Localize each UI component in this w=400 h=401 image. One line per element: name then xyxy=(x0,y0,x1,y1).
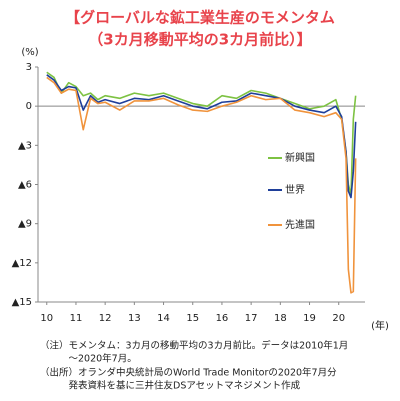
y-tick-label: 3 xyxy=(26,62,32,73)
y-tick-label: ▲15 xyxy=(12,297,32,308)
x-tick-label: 20 xyxy=(332,313,345,324)
x-tick-label: 18 xyxy=(274,313,287,324)
x-unit: (年) xyxy=(371,319,389,332)
x-tick-label: 16 xyxy=(216,313,229,324)
y-tick-label: ▲6 xyxy=(18,180,32,191)
series-line xyxy=(46,74,357,199)
x-tick-label: 14 xyxy=(157,313,170,324)
x-tick-label: 15 xyxy=(186,313,199,324)
note: ～2020年7月。 xyxy=(40,353,137,365)
note: （出所）オランダ中央統計局のWorld Trade Monitorの2020年7… xyxy=(40,367,337,379)
chart-title: 【グローバルな鉱工業生産のモメンタム xyxy=(65,9,335,27)
y-tick-label: ▲3 xyxy=(18,140,32,151)
series-line xyxy=(46,76,357,294)
y-unit: (%) xyxy=(21,47,38,58)
legend-label: 世界 xyxy=(285,184,305,196)
x-tick-label: 11 xyxy=(70,313,83,324)
x-tick-label: 12 xyxy=(99,313,112,324)
y-tick-label: ▲9 xyxy=(18,219,32,230)
note: 発表資料を基に三井住友DSアセットマネジメント作成 xyxy=(40,380,301,392)
legend-label: 新興国 xyxy=(285,151,315,164)
x-tick-label: 10 xyxy=(40,313,53,324)
x-tick-label: 13 xyxy=(128,313,141,324)
x-tick-label: 19 xyxy=(303,313,316,324)
legend-label: 先進国 xyxy=(285,219,315,231)
series-line xyxy=(46,71,357,196)
chart-title: （3カ月移動平均の3カ月前比）】 xyxy=(88,31,311,49)
note: （注）モメンタム：3カ月の移動平均の3カ月前比。データは2010年1月 xyxy=(40,340,348,352)
x-tick-label: 17 xyxy=(245,313,258,324)
y-tick-label: ▲12 xyxy=(12,258,32,269)
y-tick-label: 0 xyxy=(26,101,32,112)
